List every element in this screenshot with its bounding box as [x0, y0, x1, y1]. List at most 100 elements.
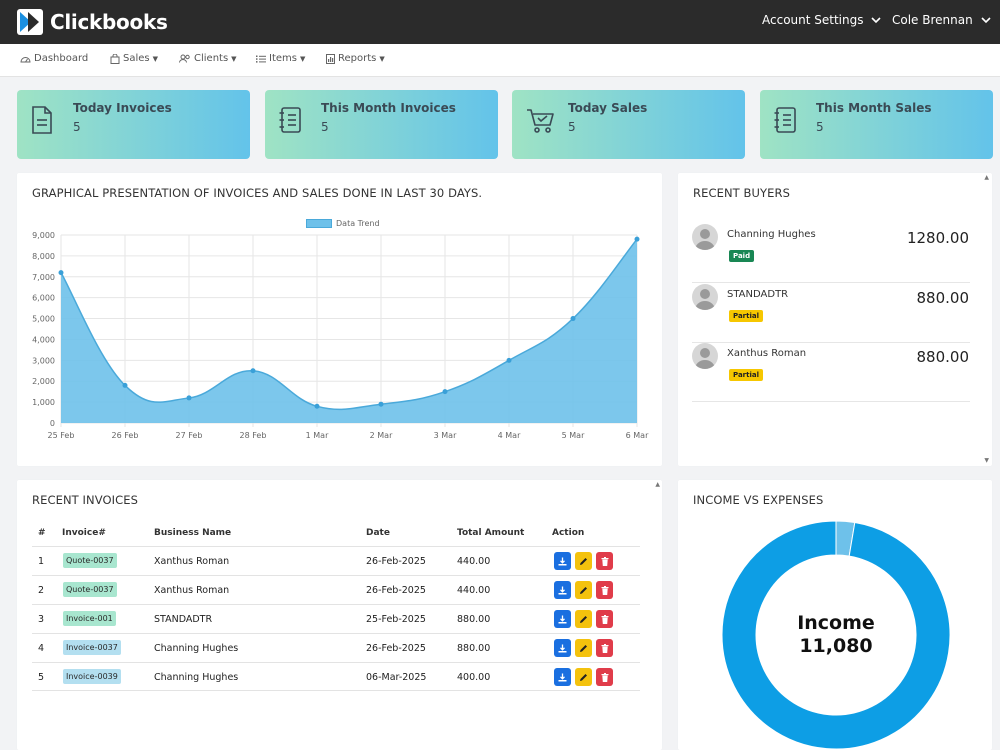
brand-name: Clickbooks [50, 10, 168, 34]
edit-button[interactable] [575, 581, 592, 599]
download-icon [558, 644, 567, 652]
invoice-badge[interactable]: Quote-0037 [63, 582, 117, 597]
status-badge: Partial [729, 310, 763, 322]
document-icon [32, 106, 52, 134]
x-tick-label: 2 Mar [370, 431, 393, 440]
invoice-badge[interactable]: Invoice-001 [63, 611, 116, 626]
col-header-business[interactable]: Business Name [154, 528, 232, 538]
buyer-item[interactable]: STANDADTR Partial 880.00 [692, 284, 970, 343]
col-header-num: # [38, 528, 46, 538]
total-amount: 440.00 [457, 556, 491, 567]
invoice-badge[interactable]: Quote-0037 [63, 553, 117, 568]
nav-dashboard[interactable]: Dashboard [20, 53, 88, 64]
buyer-name: STANDADTR [727, 289, 789, 300]
donut-center-value: 11,080 [799, 635, 873, 657]
invoices-panel-title: RECENT INVOICES [32, 493, 139, 507]
delete-button[interactable] [596, 581, 613, 599]
buyer-name: Channing Hughes [727, 229, 816, 240]
table-row: 1 Quote-0037 Xanthus Roman 26-Feb-2025 4… [32, 546, 640, 575]
series-line [60, 238, 638, 411]
scroll-up-arrow[interactable]: ▲ [655, 481, 660, 488]
invoice-date: 26-Feb-2025 [366, 585, 426, 596]
income-panel-title: INCOME VS EXPENSES [693, 493, 824, 507]
scroll-up-arrow[interactable]: ▲ [984, 174, 989, 181]
y-tick-label: 6,000 [32, 294, 55, 303]
invoice-date: 26-Feb-2025 [366, 556, 426, 567]
col-header-total[interactable]: Total Amount [457, 528, 525, 538]
download-button[interactable] [554, 581, 571, 599]
edit-button[interactable] [575, 610, 592, 628]
clickbooks-logo-icon [17, 9, 43, 35]
status-badge: Paid [729, 250, 755, 262]
stat-card-today-invoices[interactable]: Today Invoices 5 [17, 90, 250, 159]
data-point [250, 368, 256, 374]
delete-button[interactable] [596, 552, 613, 570]
buyer-item[interactable]: Xanthus Roman Partial 880.00 [692, 343, 970, 402]
scroll-down-arrow[interactable]: ▼ [984, 457, 989, 464]
download-button[interactable] [554, 668, 571, 686]
y-tick-label: 8,000 [32, 252, 55, 261]
x-tick-label: 1 Mar [306, 431, 329, 440]
nav-sales[interactable]: Sales ▼ [110, 53, 158, 64]
y-tick-label: 0 [50, 419, 55, 428]
delete-button[interactable] [596, 668, 613, 686]
download-button[interactable] [554, 610, 571, 628]
brand-logo[interactable]: Clickbooks [17, 8, 168, 36]
total-amount: 880.00 [457, 643, 491, 654]
y-tick-label: 2,000 [32, 377, 55, 386]
download-button[interactable] [554, 552, 571, 570]
data-point [570, 316, 576, 322]
legend-label: Data Trend [336, 219, 380, 228]
invoice-badge[interactable]: Invoice-0037 [63, 640, 121, 655]
buyer-item[interactable]: Channing Hughes Paid 1280.00 [692, 224, 970, 283]
y-tick-label: 9,000 [32, 231, 55, 240]
business-name: Channing Hughes [154, 643, 239, 654]
pencil-icon [580, 557, 587, 565]
chart-legend[interactable]: Data Trend [306, 219, 380, 228]
nav-items[interactable]: Items ▼ [256, 53, 305, 64]
row-num: 4 [38, 643, 45, 654]
user-menu[interactable]: Cole Brennan [892, 13, 991, 27]
caret-down-icon: ▼ [379, 54, 385, 63]
donut-slice-income[interactable] [721, 520, 951, 750]
chevron-down-icon [981, 16, 991, 23]
stat-card-today-sales[interactable]: Today Sales 5 [512, 90, 745, 159]
col-header-date[interactable]: Date [366, 528, 390, 538]
invoice-badge[interactable]: Invoice-0039 [63, 669, 121, 684]
user-avatar-icon [695, 348, 715, 369]
download-button[interactable] [554, 639, 571, 657]
trash-icon [601, 585, 608, 595]
x-tick-label: 4 Mar [498, 431, 521, 440]
col-header-action: Action [552, 528, 585, 538]
user-avatar-icon [695, 229, 715, 250]
bag-icon [110, 53, 120, 64]
delete-button[interactable] [596, 639, 613, 657]
edit-button[interactable] [575, 639, 592, 657]
delete-button[interactable] [596, 610, 613, 628]
total-amount: 400.00 [457, 672, 491, 683]
row-num: 1 [38, 556, 45, 567]
x-tick-label: 5 Mar [562, 431, 585, 440]
trend-chart: 0 1,000 2,000 3,000 4,000 5,000 6,000 7,000 8,00… [32, 231, 649, 440]
download-icon [558, 673, 567, 681]
series-area [61, 239, 637, 423]
top-bar: Clickbooks Account Settings Cole Brennan [0, 0, 1000, 44]
x-tick-label: 25 Feb [48, 431, 75, 440]
data-point [186, 395, 192, 401]
account-settings-menu[interactable]: Account Settings [762, 13, 882, 27]
nav-clients[interactable]: Clients ▼ [179, 53, 237, 64]
col-header-invoice[interactable]: Invoice# [62, 528, 106, 538]
stat-title: Today Sales [568, 101, 648, 115]
download-icon [558, 557, 567, 565]
buyer-amount: 880.00 [916, 289, 970, 307]
nav-reports[interactable]: Reports ▼ [326, 53, 385, 64]
stat-card-month-sales[interactable]: This Month Sales 5 [760, 90, 993, 159]
y-tick-label: 1,000 [32, 398, 55, 407]
stat-title: Today Invoices [73, 101, 172, 115]
stat-card-month-invoices[interactable]: This Month Invoices 5 [265, 90, 498, 159]
edit-button[interactable] [575, 668, 592, 686]
edit-button[interactable] [575, 552, 592, 570]
avatar [692, 224, 718, 250]
table-row: 5 Invoice-0039 Channing Hughes 06-Mar-20… [32, 662, 640, 691]
data-point [506, 357, 512, 363]
